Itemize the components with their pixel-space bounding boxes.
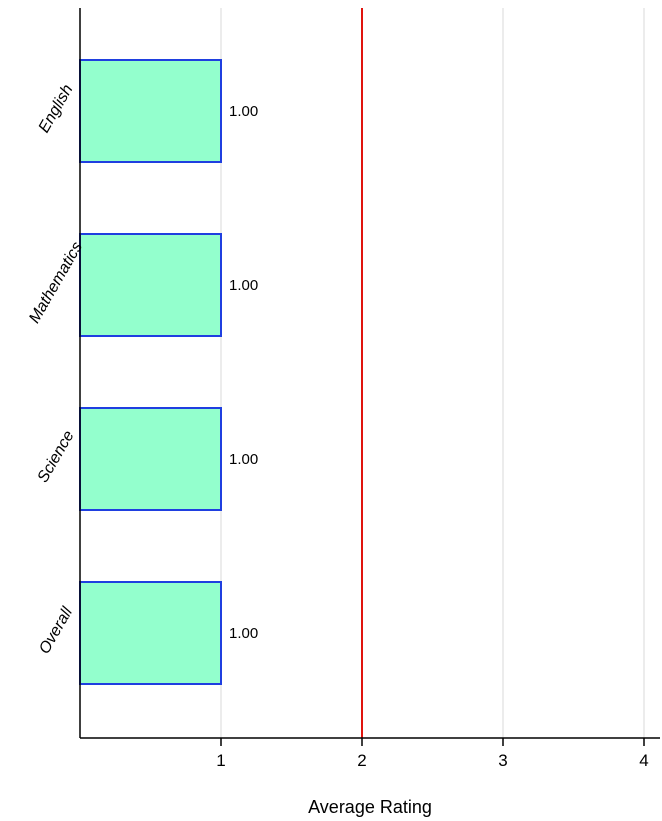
axes <box>79 8 660 746</box>
x-tick-label-3: 3 <box>498 751 507 770</box>
x-tick-label-2: 2 <box>357 751 366 770</box>
bar-english <box>79 59 222 163</box>
data-label-science: 1.00 <box>229 451 258 468</box>
grid-lines <box>220 8 645 738</box>
x-axis-title: Average Rating <box>308 797 432 817</box>
bar-overall <box>79 581 222 685</box>
category-label-mathematics: Mathematics <box>26 239 86 326</box>
bars <box>79 59 222 685</box>
category-label-science: Science <box>35 428 78 486</box>
category-label-overall: Overall <box>36 604 76 657</box>
x-tick-label-4: 4 <box>639 751 648 770</box>
bar-mathematics <box>79 233 222 337</box>
category-label-english: English <box>36 82 77 136</box>
x-tick-label-1: 1 <box>216 751 225 770</box>
data-label-mathematics: 1.00 <box>229 277 258 294</box>
data-label-overall: 1.00 <box>229 625 258 642</box>
bar-science <box>79 407 222 511</box>
data-label-english: 1.00 <box>229 103 258 120</box>
